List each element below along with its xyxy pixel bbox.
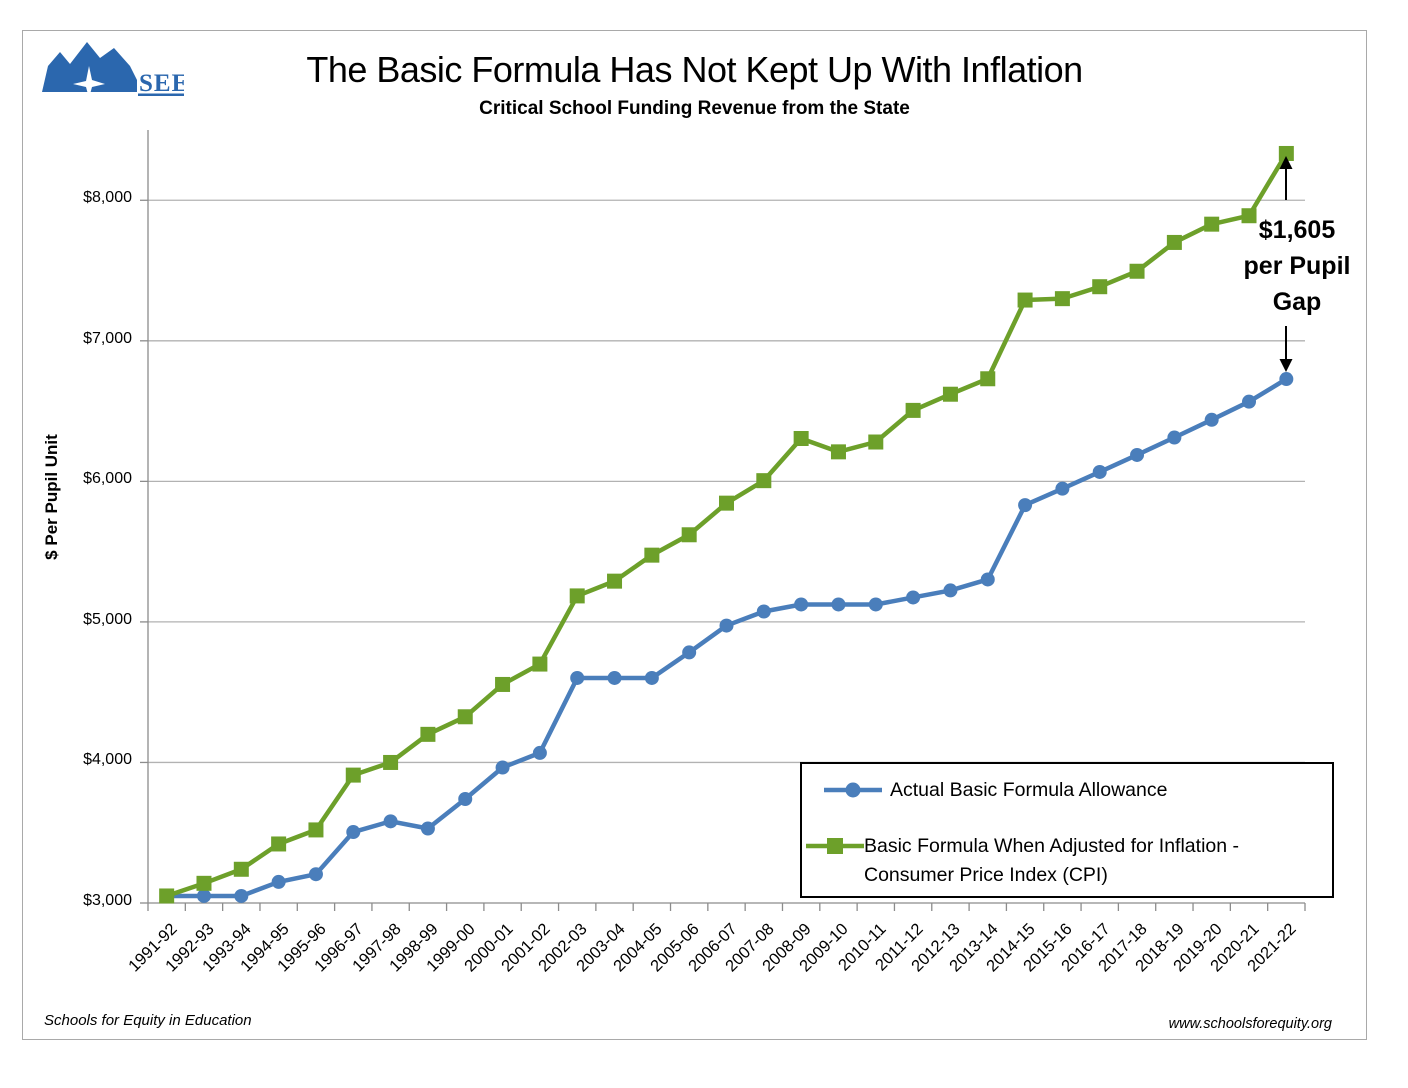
- data-point-circle: [831, 597, 846, 612]
- y-axis-tick-label: $5,000: [83, 610, 132, 628]
- data-point-square: [1054, 291, 1070, 307]
- data-point-circle: [980, 572, 995, 587]
- y-axis-tick-label: $6,000: [83, 470, 132, 488]
- data-point-square: [607, 573, 623, 589]
- data-point-square: [719, 495, 734, 511]
- data-point-circle: [644, 670, 659, 685]
- see-logo: SEE: [42, 42, 184, 98]
- data-point-circle: [719, 618, 734, 633]
- legend-label-inflation: Basic Formula When Adjusted for Inflatio…: [864, 832, 1239, 890]
- data-point-circle: [794, 597, 809, 612]
- data-point-square: [1129, 263, 1145, 279]
- data-point-square: [383, 754, 399, 770]
- data-point-square: [644, 547, 660, 563]
- gap-annotation-line3: Gap: [1272, 288, 1322, 316]
- data-point-square: [345, 767, 361, 783]
- data-point-square: [1278, 145, 1294, 161]
- data-point-circle: [532, 745, 547, 760]
- data-point-circle: [271, 874, 286, 889]
- data-point-square: [756, 473, 772, 489]
- gap-annotation-line2: per Pupil: [1243, 252, 1351, 280]
- data-point-square: [271, 836, 287, 852]
- y-axis-title: $ Per Pupil Unit: [42, 434, 61, 560]
- chart-title: The Basic Formula Has Not Kept Up With I…: [306, 49, 1083, 90]
- legend-marker-actual: [824, 782, 882, 798]
- data-point-circle: [1055, 481, 1070, 496]
- legend-label-inflation-line1: Basic Formula When Adjusted for Inflatio…: [864, 835, 1240, 857]
- legend-box: Actual Basic Formula Allowance Basic For…: [800, 762, 1334, 898]
- y-axis-tick-label: $3,000: [83, 892, 132, 909]
- logo-crown-shape: [42, 42, 137, 92]
- gap-annotation: $1,605 per Pupil Gap: [1238, 212, 1356, 320]
- data-point-square: [457, 709, 473, 725]
- logo-star-shape: [73, 66, 105, 98]
- data-point-circle: [1167, 430, 1182, 445]
- data-point-circle: [756, 604, 771, 619]
- data-point-square: [1166, 234, 1182, 250]
- data-point-circle: [458, 791, 473, 806]
- data-point-circle: [383, 814, 398, 829]
- data-point-circle: [1092, 464, 1107, 479]
- data-point-circle: [308, 867, 323, 882]
- data-point-square: [681, 527, 697, 543]
- data-point-circle: [607, 670, 622, 685]
- data-point-circle: [346, 825, 361, 840]
- data-point-square: [308, 822, 324, 838]
- data-point-square: [196, 875, 212, 891]
- data-point-square: [980, 371, 996, 387]
- y-axis-tick-label: $8,000: [83, 189, 132, 207]
- data-point-circle: [1130, 447, 1145, 462]
- up-arrow-icon: [1279, 156, 1293, 200]
- y-axis-tick-label: $4,000: [83, 751, 132, 769]
- legend-item-actual: Actual Basic Formula Allowance: [802, 774, 1332, 806]
- data-point-square: [1204, 216, 1220, 232]
- footer-website: www.schoolsforequity.org: [1168, 1016, 1332, 1032]
- data-point-square: [495, 676, 511, 692]
- data-point-circle: [1242, 394, 1257, 409]
- logo-underline: [138, 93, 184, 96]
- data-point-circle: [906, 590, 921, 605]
- down-arrow-icon: [1279, 326, 1293, 372]
- data-point-circle: [868, 597, 883, 612]
- data-point-circle: [1279, 372, 1294, 387]
- data-point-circle: [1018, 498, 1033, 513]
- data-point-circle: [943, 583, 958, 598]
- data-point-square: [942, 386, 958, 402]
- chart-subtitle: Critical School Funding Revenue from the…: [479, 98, 910, 119]
- legend-item-inflation: Basic Formula When Adjusted for Inflatio…: [802, 830, 1332, 890]
- data-point-square: [793, 430, 809, 446]
- data-point-circle: [420, 821, 435, 836]
- legend-marker-inflation: [806, 838, 864, 854]
- footer-org-name: Schools for Equity in Education: [44, 1012, 252, 1029]
- data-point-circle: [1204, 412, 1219, 427]
- data-point-square: [159, 888, 175, 904]
- y-axis-tick-label: $7,000: [83, 329, 132, 347]
- data-point-circle: [570, 670, 585, 685]
- data-point-circle: [682, 645, 697, 660]
- data-point-square: [1092, 279, 1108, 295]
- plot-area: [140, 130, 1306, 911]
- gap-annotation-line1: $1,605: [1258, 216, 1336, 244]
- legend-label-actual: Actual Basic Formula Allowance: [890, 779, 1168, 801]
- data-point-square: [1241, 208, 1257, 224]
- data-point-circle: [196, 888, 211, 903]
- legend-label-inflation-line2: Consumer Price Index (CPI): [864, 864, 1108, 886]
- data-point-square: [868, 434, 884, 450]
- data-point-square: [569, 588, 585, 604]
- data-point-square: [532, 656, 548, 672]
- logo-text: SEE: [139, 70, 184, 97]
- data-point-circle: [495, 760, 510, 775]
- data-point-square: [233, 861, 249, 877]
- data-point-square: [905, 402, 921, 418]
- data-point-square: [1017, 292, 1033, 308]
- data-point-circle: [234, 888, 249, 903]
- data-point-square: [830, 444, 846, 460]
- data-point-square: [420, 726, 436, 742]
